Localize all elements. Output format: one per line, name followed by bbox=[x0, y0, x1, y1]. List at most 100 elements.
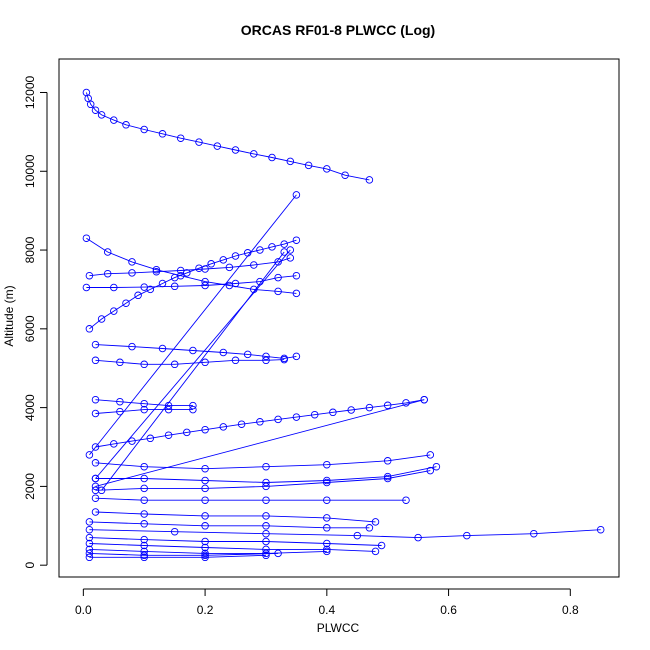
data-point bbox=[262, 482, 270, 491]
data-point bbox=[140, 520, 148, 528]
data-point bbox=[97, 315, 106, 323]
plot-frame bbox=[58, 58, 620, 578]
data-point bbox=[201, 496, 209, 504]
data-point bbox=[140, 535, 148, 544]
series-13 bbox=[91, 395, 428, 491]
data-point bbox=[402, 496, 410, 504]
data-point bbox=[280, 240, 288, 248]
data-point bbox=[140, 405, 148, 414]
data-point bbox=[243, 350, 252, 359]
data-point bbox=[280, 248, 288, 256]
data-point bbox=[237, 420, 246, 428]
data-point bbox=[85, 451, 94, 459]
data-point bbox=[152, 267, 161, 276]
data-point bbox=[420, 395, 428, 404]
data-point bbox=[140, 547, 148, 556]
y-tick-label: 4000 bbox=[23, 394, 37, 421]
series-25 bbox=[85, 551, 270, 562]
series-11 bbox=[91, 405, 197, 418]
series-line bbox=[95, 466, 437, 483]
data-point bbox=[383, 401, 392, 410]
data-point bbox=[91, 494, 100, 502]
data-point bbox=[377, 541, 386, 550]
data-point bbox=[128, 269, 136, 277]
data-point bbox=[219, 256, 228, 264]
series-0 bbox=[82, 88, 374, 184]
data-point bbox=[122, 299, 130, 307]
series-22 bbox=[85, 539, 380, 556]
data-point bbox=[140, 283, 148, 291]
data-point bbox=[262, 496, 270, 504]
data-point bbox=[189, 401, 197, 410]
series-line bbox=[95, 470, 431, 491]
data-point bbox=[140, 474, 148, 483]
data-point bbox=[365, 524, 374, 532]
data-point bbox=[353, 531, 362, 540]
data-point bbox=[286, 157, 295, 166]
data-point bbox=[82, 283, 91, 292]
series-line bbox=[86, 275, 297, 288]
series-19 bbox=[85, 518, 374, 532]
data-point bbox=[268, 243, 276, 251]
data-point bbox=[91, 409, 100, 418]
data-point bbox=[304, 161, 313, 170]
data-point bbox=[250, 261, 258, 269]
data-point bbox=[286, 254, 295, 262]
data-point bbox=[128, 342, 136, 351]
data-point bbox=[201, 549, 209, 558]
y-tick-label: 6000 bbox=[23, 315, 37, 342]
data-point bbox=[596, 525, 605, 534]
data-point bbox=[170, 527, 179, 536]
data-point bbox=[262, 356, 270, 365]
data-point bbox=[134, 291, 142, 300]
data-point bbox=[110, 440, 118, 448]
data-point bbox=[213, 142, 222, 150]
series-layer bbox=[82, 88, 605, 562]
data-point bbox=[201, 537, 209, 546]
data-point bbox=[323, 165, 331, 173]
data-point bbox=[152, 265, 161, 274]
data-point bbox=[116, 358, 124, 367]
data-point bbox=[140, 125, 148, 134]
series-24 bbox=[85, 549, 282, 560]
data-point bbox=[158, 130, 167, 138]
series-line bbox=[95, 409, 193, 414]
data-point bbox=[292, 236, 301, 244]
x-tick-label: 0.4 bbox=[318, 603, 335, 617]
data-point bbox=[323, 524, 331, 532]
data-point bbox=[146, 434, 155, 443]
data-point bbox=[323, 545, 331, 554]
data-point bbox=[85, 553, 94, 562]
series-20 bbox=[85, 525, 605, 542]
data-point bbox=[365, 403, 374, 412]
data-point bbox=[323, 547, 331, 556]
data-point bbox=[201, 464, 209, 473]
data-point bbox=[140, 510, 148, 518]
data-point bbox=[250, 150, 258, 158]
data-point bbox=[292, 413, 301, 421]
data-point bbox=[201, 522, 209, 530]
data-point bbox=[262, 462, 270, 471]
y-tick-label: 8000 bbox=[23, 236, 37, 263]
data-point bbox=[85, 271, 94, 280]
data-point bbox=[225, 263, 234, 272]
series-line bbox=[95, 344, 297, 359]
data-point bbox=[189, 405, 197, 414]
data-point bbox=[323, 476, 331, 485]
data-point bbox=[463, 531, 471, 540]
data-point bbox=[341, 171, 349, 179]
data-point bbox=[85, 549, 94, 558]
data-point bbox=[268, 153, 276, 162]
series-line bbox=[89, 548, 327, 554]
data-point bbox=[85, 518, 94, 526]
y-tick-label: 2000 bbox=[23, 473, 37, 500]
data-point bbox=[292, 352, 301, 361]
series-line bbox=[95, 399, 425, 487]
data-point bbox=[292, 271, 301, 280]
data-point bbox=[262, 352, 270, 361]
data-point bbox=[323, 496, 331, 504]
series-line bbox=[95, 454, 431, 470]
data-point bbox=[274, 287, 282, 296]
data-point bbox=[219, 348, 228, 357]
data-point bbox=[371, 547, 380, 556]
